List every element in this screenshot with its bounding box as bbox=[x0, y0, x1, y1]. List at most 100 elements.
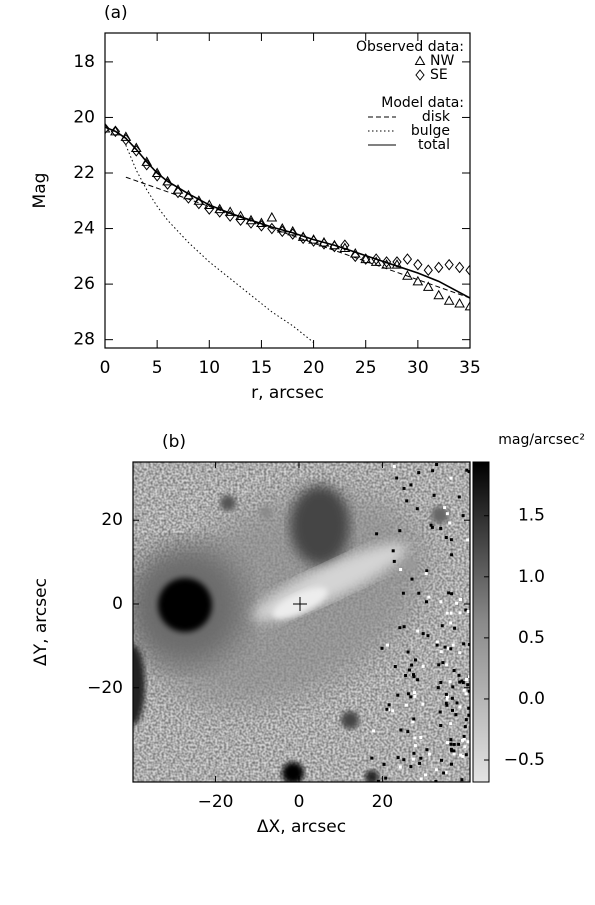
diamond-marker bbox=[105, 122, 110, 135]
colorbar-label: mag/arcsec² bbox=[498, 432, 585, 448]
noise-pixel bbox=[439, 600, 443, 604]
noise-pixel bbox=[426, 634, 430, 638]
noise-pixel bbox=[435, 640, 439, 644]
noise-pixel bbox=[425, 600, 428, 604]
noise-pixel bbox=[380, 646, 384, 650]
noise-pixel bbox=[409, 765, 413, 769]
noise-pixel bbox=[467, 675, 470, 679]
noise-pixel bbox=[387, 708, 390, 712]
x-tick-label: 10 bbox=[198, 358, 220, 378]
noise-pixel bbox=[409, 483, 413, 487]
x-axis-label: r, arcsec bbox=[251, 383, 324, 403]
noise-pixel bbox=[463, 725, 467, 729]
noise-pixel bbox=[435, 643, 439, 647]
noise-pixel bbox=[450, 696, 454, 700]
colorbar-tick-label: 0.0 bbox=[518, 689, 545, 709]
noise-pixel bbox=[413, 744, 417, 748]
x-tick-label: −20 bbox=[198, 792, 234, 812]
noise-pixel bbox=[376, 779, 380, 782]
x-tick-label: 20 bbox=[372, 792, 394, 812]
noise-pixel bbox=[399, 568, 403, 571]
noise-pixel bbox=[440, 624, 444, 628]
noise-pixel bbox=[439, 724, 443, 727]
noise-pixel bbox=[412, 717, 416, 721]
x-tick-label: 25 bbox=[355, 358, 377, 378]
noise-pixel bbox=[441, 661, 445, 665]
diamond-marker bbox=[131, 144, 141, 157]
noise-pixel bbox=[446, 646, 450, 650]
map-image bbox=[133, 462, 470, 782]
noise-pixel bbox=[421, 632, 425, 636]
noise-pixel bbox=[439, 526, 443, 530]
legend-label: bulge bbox=[411, 123, 450, 139]
noise-pixel bbox=[406, 692, 410, 696]
noise-pixel bbox=[459, 753, 463, 757]
noise-pixel bbox=[436, 686, 440, 690]
bright-star bbox=[158, 578, 212, 632]
noise-pixel bbox=[463, 745, 467, 749]
noise-pixel bbox=[386, 643, 389, 647]
noise-pixel bbox=[467, 470, 470, 474]
triangle-marker bbox=[224, 206, 236, 216]
noise-pixel bbox=[465, 678, 468, 681]
noise-pixel bbox=[416, 678, 420, 682]
noise-pixel bbox=[382, 762, 386, 766]
noise-pixel bbox=[451, 708, 454, 712]
noise-pixel bbox=[448, 680, 452, 684]
triangle-marker bbox=[276, 223, 288, 233]
noise-pixel bbox=[443, 645, 447, 649]
noise-pixel bbox=[460, 738, 464, 742]
y-tick-label: 0 bbox=[112, 594, 123, 614]
axes-frame bbox=[104, 32, 471, 349]
noise-pixel bbox=[425, 569, 429, 573]
noise-pixel bbox=[444, 701, 448, 705]
noise-pixel bbox=[468, 560, 470, 564]
noise-pixel bbox=[435, 463, 439, 466]
noise-pixel bbox=[429, 523, 433, 527]
triangle-marker bbox=[151, 167, 163, 177]
noise-pixel bbox=[399, 728, 403, 732]
noise-pixel bbox=[450, 592, 454, 596]
legend-label: disk bbox=[422, 109, 451, 125]
noise-pixel bbox=[375, 532, 379, 536]
triangle-marker bbox=[412, 275, 424, 286]
noise-pixel bbox=[458, 651, 462, 655]
noise-pixel bbox=[452, 749, 456, 753]
source bbox=[431, 506, 449, 524]
diamond-marker bbox=[142, 158, 152, 171]
noise-pixel bbox=[410, 577, 414, 581]
noise-pixel bbox=[413, 691, 416, 695]
noise-pixel bbox=[459, 598, 462, 601]
noise-pixel bbox=[451, 643, 455, 647]
noise-pixel bbox=[445, 512, 449, 516]
noise-pixel bbox=[444, 536, 448, 539]
noise-pixel bbox=[442, 771, 446, 775]
noise-pixel bbox=[446, 695, 449, 699]
noise-pixel bbox=[424, 773, 427, 777]
noise-pixel bbox=[457, 495, 461, 499]
noise-pixel bbox=[453, 626, 457, 630]
model-line bbox=[105, 126, 470, 299]
legend-marker bbox=[414, 55, 426, 65]
noise-pixel bbox=[406, 730, 410, 734]
y-axis-label: ΔY, arcsec bbox=[31, 578, 51, 666]
noise-pixel bbox=[434, 780, 438, 782]
colorbar-tick-label: −0.5 bbox=[504, 750, 545, 770]
noise-pixel bbox=[432, 493, 436, 497]
legend-label: SE bbox=[430, 67, 448, 83]
noise-pixel bbox=[452, 742, 456, 746]
noise-pixel bbox=[391, 549, 395, 553]
triangle-marker bbox=[287, 225, 299, 236]
noise-pixel bbox=[445, 611, 449, 615]
noise-pixel bbox=[458, 611, 462, 615]
noise-pixel bbox=[404, 703, 408, 707]
noise-pixel bbox=[439, 681, 443, 684]
noise-pixel bbox=[437, 663, 441, 667]
source bbox=[260, 506, 272, 518]
diamond-marker bbox=[121, 133, 131, 146]
x-tick-label: 35 bbox=[459, 358, 481, 378]
diamond-marker bbox=[465, 264, 470, 277]
noise-pixel bbox=[449, 738, 453, 742]
noise-pixel bbox=[445, 703, 449, 707]
noise-pixel bbox=[406, 650, 410, 654]
